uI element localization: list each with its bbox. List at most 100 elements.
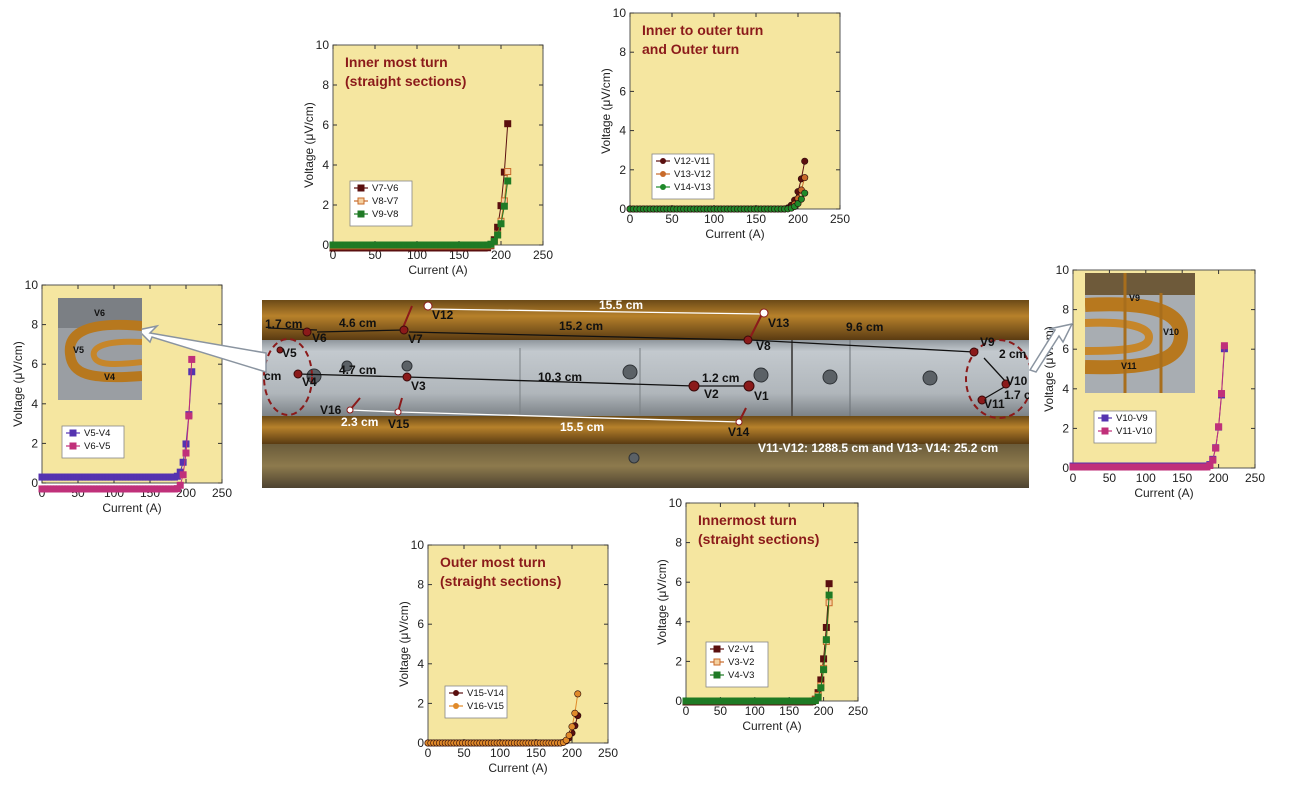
chart-title: Inner to outer turn bbox=[642, 22, 763, 38]
x-axis-label: Current (A) bbox=[102, 501, 161, 515]
dim-label-1-7-top: 1.7 cm bbox=[265, 317, 302, 331]
dim-line-2-3 bbox=[349, 409, 398, 413]
x-axis-label: Current (A) bbox=[742, 719, 801, 733]
y-tick-label: 8 bbox=[417, 578, 424, 592]
y-axis-label: Voltage (μV/cm) bbox=[655, 559, 669, 645]
bolt bbox=[628, 452, 640, 464]
data-point bbox=[565, 731, 573, 739]
data-point bbox=[1220, 342, 1228, 350]
legend-label: V16-V15 bbox=[467, 701, 504, 712]
legend-marker bbox=[713, 645, 721, 653]
chart-title: Innermost turn bbox=[698, 512, 797, 528]
legend-marker bbox=[357, 184, 365, 192]
data-point bbox=[188, 355, 196, 363]
copper-bottom-band bbox=[262, 416, 1029, 444]
y-tick-label: 2 bbox=[417, 696, 424, 710]
y-tick-label: 10 bbox=[669, 496, 683, 510]
x-tick-label: 200 bbox=[814, 704, 834, 718]
y-tick-label: 4 bbox=[417, 657, 424, 671]
y-tick-label: 6 bbox=[31, 357, 38, 371]
legend-label: V7-V6 bbox=[372, 183, 398, 194]
legend-marker bbox=[69, 442, 77, 450]
dim-line-1-7-right bbox=[981, 385, 1007, 401]
x-tick-label: 0 bbox=[330, 248, 337, 262]
legend-marker bbox=[1101, 414, 1109, 422]
bottom-frame bbox=[262, 444, 1029, 488]
dim-label-9-6: 9.6 cm bbox=[846, 320, 883, 334]
tap-v5-dot bbox=[276, 346, 284, 354]
legend-marker bbox=[453, 703, 459, 709]
x-tick-label: 250 bbox=[598, 746, 618, 760]
tap-v9-dot bbox=[969, 347, 979, 357]
chart-title: and Outer turn bbox=[642, 41, 739, 57]
y-tick-label: 0 bbox=[1062, 461, 1069, 475]
label-v3: V3 bbox=[411, 379, 426, 393]
x-axis-label: Current (A) bbox=[408, 263, 467, 277]
legend-marker bbox=[357, 197, 365, 205]
legend-marker bbox=[713, 658, 721, 666]
legend-label: V10-V9 bbox=[1116, 413, 1148, 424]
legend-label: V15-V14 bbox=[467, 688, 504, 699]
series-v5-v4 bbox=[38, 368, 196, 481]
inset-photo-right: V9 V10 V11 bbox=[1084, 273, 1195, 393]
x-tick-label: 0 bbox=[425, 746, 432, 760]
data-point bbox=[801, 157, 809, 165]
y-tick-label: 0 bbox=[619, 202, 626, 216]
tap-v2-dot bbox=[688, 380, 700, 392]
y-tick-label: 10 bbox=[1056, 263, 1070, 277]
chart-title: (straight sections) bbox=[440, 573, 561, 589]
x-tick-label: 0 bbox=[627, 212, 634, 226]
label-v13: V13 bbox=[768, 316, 790, 330]
data-point bbox=[1209, 456, 1217, 464]
inset-left-v5: V5 bbox=[73, 345, 84, 355]
label-v14: V14 bbox=[728, 425, 750, 439]
data-point bbox=[825, 580, 833, 588]
dim-label-15-2: 15.2 cm bbox=[559, 319, 603, 333]
y-tick-label: 6 bbox=[619, 84, 626, 98]
legend-marker bbox=[453, 690, 459, 696]
tap-v8-dot bbox=[743, 335, 753, 345]
data-point bbox=[185, 412, 193, 420]
y-tick-label: 4 bbox=[675, 615, 682, 629]
x-tick-label: 50 bbox=[714, 704, 728, 718]
label-v11: V11 bbox=[984, 397, 1005, 411]
x-tick-label: 150 bbox=[779, 704, 799, 718]
bolt bbox=[822, 369, 838, 385]
chart-inner-to-outer-turn: 0 2 4 6 8 10 0 50 100 150 200 250 Current (A) Voltage… bbox=[599, 6, 855, 260]
y-axis-label: Voltage (μV/cm) bbox=[11, 341, 25, 427]
x-tick-label: 250 bbox=[830, 212, 850, 226]
y-tick-label: 6 bbox=[675, 575, 682, 589]
legend-label: V5-V4 bbox=[84, 428, 110, 439]
y-tick-label: 8 bbox=[31, 318, 38, 332]
tap-v6-dot bbox=[302, 327, 312, 337]
data-point bbox=[814, 693, 822, 701]
series-v6-v5 bbox=[38, 355, 196, 493]
dim-line-top-15-5 bbox=[427, 308, 763, 315]
label-v9: V9 bbox=[980, 335, 995, 349]
dim-line-bottom-15-5 bbox=[398, 411, 741, 423]
series-v9-v8 bbox=[329, 177, 512, 249]
dim-label-4-7: 4.7 cm bbox=[339, 363, 376, 377]
dim-label-15-5-top: 15.5 cm bbox=[599, 300, 643, 312]
data-point bbox=[188, 368, 196, 376]
chart-title: Outer most turn bbox=[440, 554, 546, 570]
x-tick-label: 250 bbox=[212, 486, 232, 500]
y-tick-label: 8 bbox=[619, 45, 626, 59]
y-tick-label: 10 bbox=[613, 6, 627, 20]
tap-v15-dot bbox=[394, 408, 402, 416]
dim-label-10-3: 10.3 cm bbox=[538, 370, 582, 384]
legend-marker bbox=[713, 671, 721, 679]
data-point bbox=[801, 189, 809, 197]
y-axis-label: Voltage (μV/cm) bbox=[302, 102, 316, 188]
length-note: V11-V12: 1288.5 cm and V13- V14: 25.2 cm bbox=[758, 441, 998, 455]
x-axis-label: Current (A) bbox=[488, 761, 547, 775]
legend-label: V12-V11 bbox=[674, 156, 710, 167]
y-tick-label: 8 bbox=[1062, 303, 1069, 317]
series-v14-v13 bbox=[626, 189, 809, 213]
y-tick-label: 8 bbox=[675, 536, 682, 550]
y-tick-label: 2 bbox=[1062, 421, 1069, 435]
tap-v3-dot bbox=[402, 372, 412, 382]
bolt bbox=[401, 360, 413, 372]
label-v5: V5 bbox=[282, 346, 297, 360]
data-point bbox=[822, 623, 830, 631]
